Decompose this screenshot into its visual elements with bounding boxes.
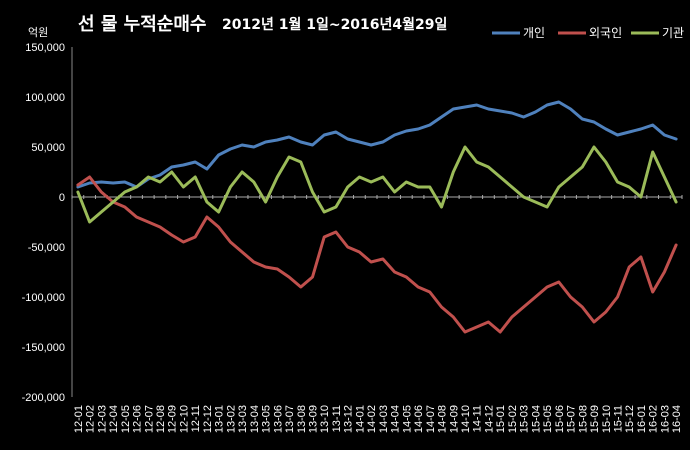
x-tick-label: 16-01 xyxy=(636,405,648,433)
x-tick-label: 14-11 xyxy=(472,405,484,432)
x-tick-label: 13-06 xyxy=(272,405,284,433)
x-tick-label: 13-12 xyxy=(343,405,355,433)
chart-title-sub: 2012년 1월 1일~2016년4월29일 xyxy=(222,16,447,33)
y-tick-label: 0 xyxy=(59,192,65,204)
series-line-1 xyxy=(76,175,678,334)
x-tick-label: 12-10 xyxy=(178,405,190,433)
x-tick-label: 13-01 xyxy=(214,405,226,433)
x-tick-label: 14-01 xyxy=(354,405,366,433)
x-tick-label: 14-06 xyxy=(413,405,425,433)
x-tick-label: 14-02 xyxy=(366,405,378,433)
x-tick-label: 16-03 xyxy=(659,405,671,433)
x-tick-label: 13-04 xyxy=(249,405,261,433)
x-tick-label: 14-10 xyxy=(460,405,472,433)
series-lines xyxy=(76,100,678,334)
x-tick-label: 12-04 xyxy=(108,405,120,433)
x-tick-label: 12-06 xyxy=(132,405,144,433)
chart-title-main: 선 물 누적순매수 xyxy=(78,14,206,35)
x-tick-label: 15-11 xyxy=(612,405,624,432)
x-tick-label: 12-07 xyxy=(143,405,155,433)
y-tick-label: 50,000 xyxy=(31,142,65,154)
y-axis-ticks: 150,000 100,000 50,000 0 -50,000 -100,000 -150… xyxy=(22,42,65,404)
x-tick-label: 14-12 xyxy=(483,405,495,433)
y-tick-label: -200,000 xyxy=(22,392,65,404)
x-tick-label: 13-08 xyxy=(296,405,308,433)
x-tick-label: 12-11 xyxy=(190,405,202,432)
x-tick-label: 15-10 xyxy=(601,405,613,433)
series-line-0 xyxy=(76,100,678,189)
y-tick-label: -150,000 xyxy=(22,342,65,354)
legend-label-individual: 개인 xyxy=(523,26,545,40)
x-tick-label: 14-04 xyxy=(390,405,402,433)
x-axis-ticks: 12-01 12-02 12-03 12-04 12-05 12-06 12-07 12-08… xyxy=(73,405,683,433)
x-tick-label: 12-08 xyxy=(155,405,167,433)
x-tick-label: 12-02 xyxy=(85,405,97,433)
x-tick-label: 15-06 xyxy=(554,405,566,433)
x-tick-label: 15-02 xyxy=(507,405,519,433)
x-tick-label: 13-07 xyxy=(284,405,296,433)
x-tick-label: 12-09 xyxy=(167,405,179,433)
x-tick-label: 13-09 xyxy=(307,405,319,433)
x-tick-label: 13-11 xyxy=(331,405,343,432)
x-tick-label: 15-07 xyxy=(566,405,578,433)
y-tick-label: 100,000 xyxy=(25,92,65,104)
x-tick-label: 13-10 xyxy=(319,405,331,433)
x-tick-label: 13-05 xyxy=(261,405,273,433)
x-tick-label: 13-03 xyxy=(237,405,249,433)
legend: 개인 외국인 기관 xyxy=(492,26,684,40)
series-line-2 xyxy=(76,145,678,224)
x-tick-label: 15-08 xyxy=(577,405,589,433)
legend-label-institution: 기관 xyxy=(662,26,684,40)
x-tick-label: 14-03 xyxy=(378,405,390,433)
legend-label-foreign: 외국인 xyxy=(589,26,622,40)
y-tick-label: -100,000 xyxy=(22,292,65,304)
x-tick-label: 15-12 xyxy=(624,405,636,433)
x-tick-label: 14-05 xyxy=(401,405,413,433)
x-tick-label: 15-04 xyxy=(530,405,542,433)
x-tick-label: 16-02 xyxy=(648,405,660,433)
x-tick-label: 14-08 xyxy=(437,405,449,433)
x-tick-label: 14-07 xyxy=(425,405,437,433)
x-tick-label: 15-01 xyxy=(495,405,507,433)
x-tick-label: 16-04 xyxy=(671,405,683,433)
y-tick-label: -50,000 xyxy=(28,242,65,254)
x-tick-label: 12-05 xyxy=(120,405,132,433)
x-tick-label: 12-12 xyxy=(202,405,214,433)
x-tick-label: 12-03 xyxy=(96,405,108,433)
y-axis-unit-label: 억원 xyxy=(28,26,48,39)
x-tick-label: 15-05 xyxy=(542,405,554,433)
x-tick-label: 14-09 xyxy=(448,405,460,433)
x-tick-label: 13-02 xyxy=(225,405,237,433)
y-tick-label: 150,000 xyxy=(25,42,65,54)
x-tick-label: 15-03 xyxy=(519,405,531,433)
axes xyxy=(71,47,683,397)
x-tick-label: 15-09 xyxy=(589,405,601,433)
x-tick-label: 12-01 xyxy=(73,405,85,433)
